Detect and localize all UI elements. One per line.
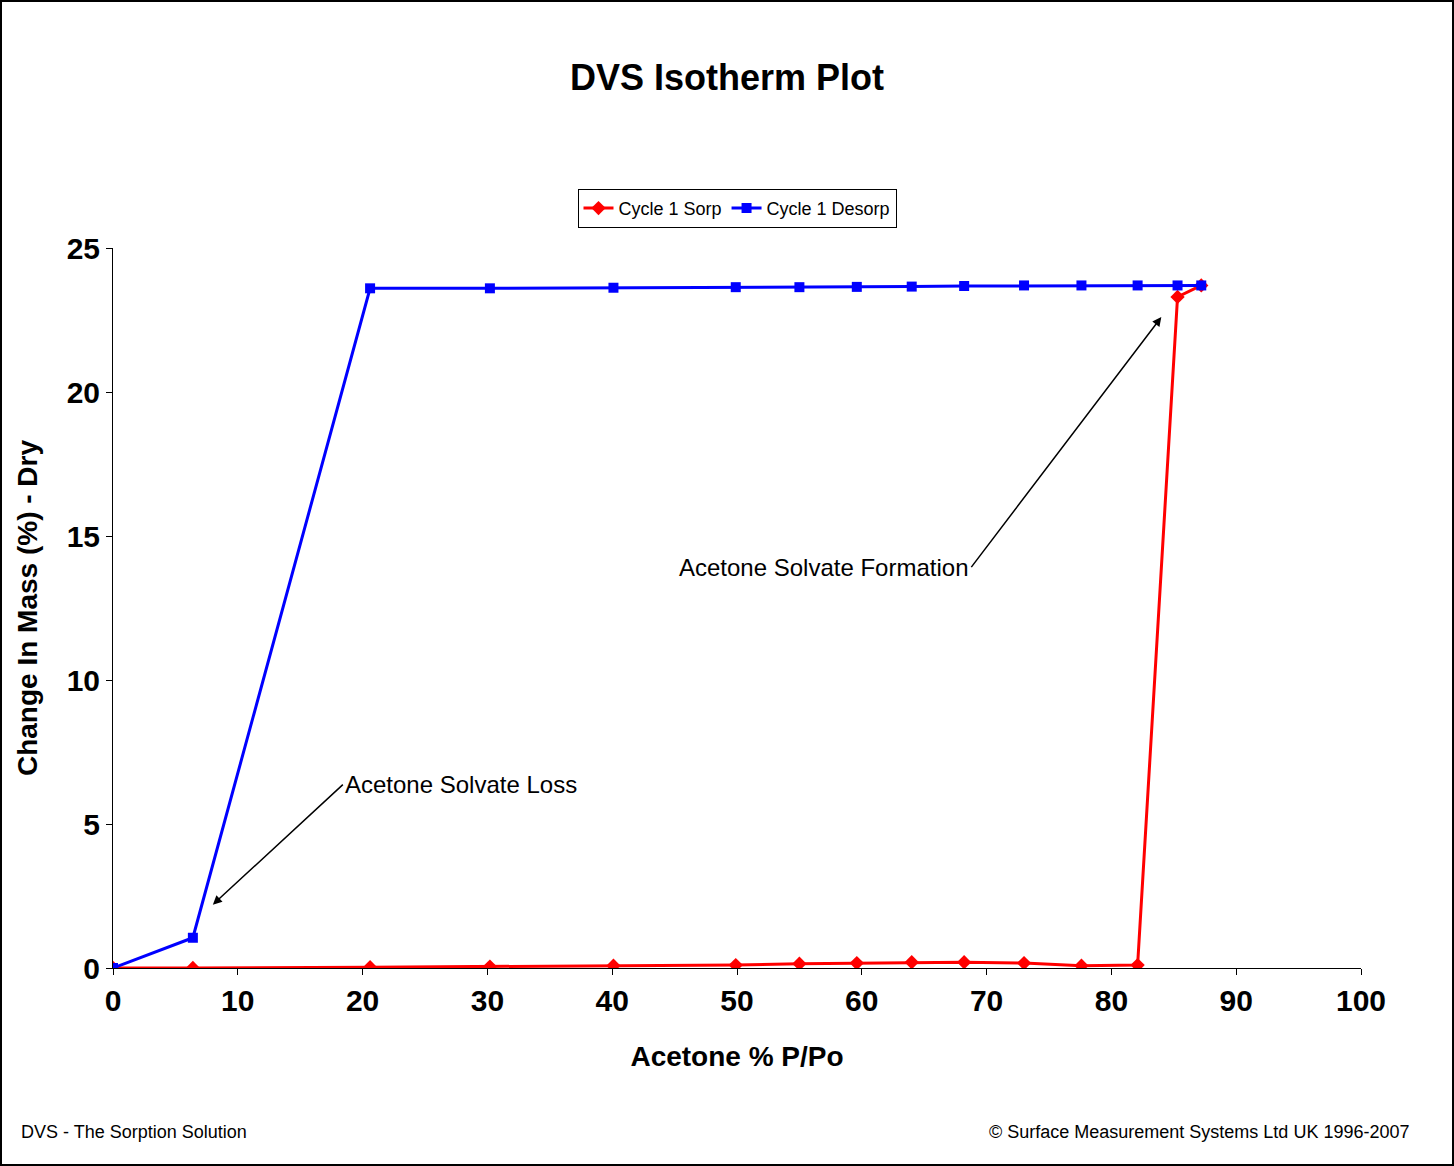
svg-text:0: 0: [83, 952, 100, 985]
svg-text:40: 40: [596, 984, 629, 1017]
svg-text:10: 10: [221, 984, 254, 1017]
svg-text:10: 10: [67, 664, 100, 697]
svg-text:20: 20: [346, 984, 379, 1017]
svg-text:DVS - The Sorption Solution: DVS - The Sorption Solution: [21, 1122, 247, 1142]
svg-text:60: 60: [845, 984, 878, 1017]
svg-text:Change In Mass (%) - Dry: Change In Mass (%) - Dry: [12, 440, 43, 776]
svg-text:50: 50: [720, 984, 753, 1017]
svg-text:100: 100: [1336, 984, 1386, 1017]
svg-text:0: 0: [105, 984, 122, 1017]
svg-text:80: 80: [1095, 984, 1128, 1017]
svg-text:90: 90: [1220, 984, 1253, 1017]
svg-text:30: 30: [471, 984, 504, 1017]
svg-text:25: 25: [67, 232, 100, 265]
svg-text:70: 70: [970, 984, 1003, 1017]
svg-text:Cycle 1 Sorp: Cycle 1 Sorp: [619, 199, 722, 219]
svg-text:Acetone Solvate Loss: Acetone Solvate Loss: [345, 771, 577, 798]
svg-text:Acetone Solvate Formation: Acetone Solvate Formation: [679, 554, 969, 581]
svg-text:DVS Isotherm Plot: DVS Isotherm Plot: [570, 57, 884, 98]
svg-text:5: 5: [83, 808, 100, 841]
svg-text:15: 15: [67, 520, 100, 553]
svg-text:© Surface Measurement Systems: © Surface Measurement Systems Ltd UK 199…: [989, 1122, 1409, 1142]
svg-text:Cycle 1 Desorp: Cycle 1 Desorp: [767, 199, 890, 219]
svg-text:20: 20: [67, 376, 100, 409]
svg-text:Acetone % P/Po: Acetone % P/Po: [630, 1041, 843, 1072]
